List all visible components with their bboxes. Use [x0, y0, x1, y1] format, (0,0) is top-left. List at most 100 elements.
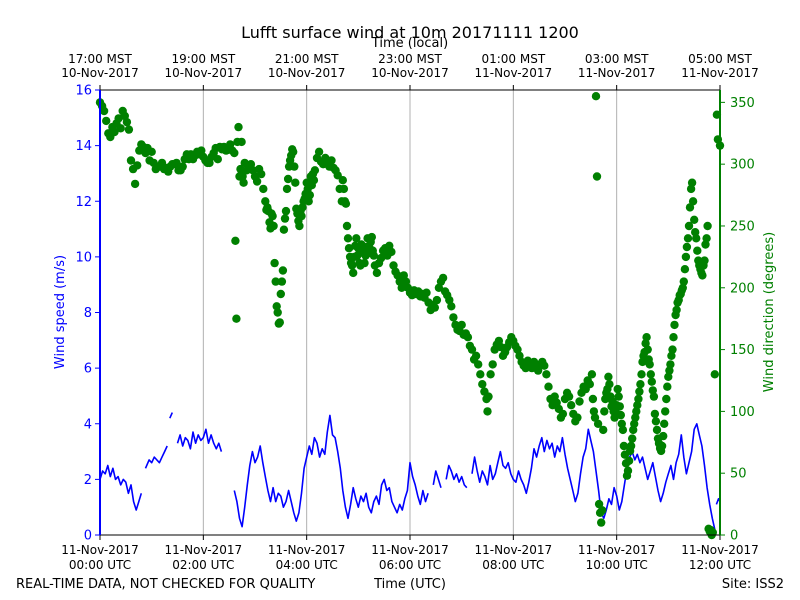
- wind-direction-point: [486, 370, 495, 379]
- wind-direction-point: [372, 268, 382, 278]
- wind-direction-point: [657, 441, 667, 451]
- wind-direction-point: [342, 221, 352, 231]
- wind-direction-point: [347, 261, 357, 270]
- right-axis-label: Wind direction (degrees): [762, 232, 777, 392]
- wind-direction-point: [124, 125, 134, 134]
- top-tick-date: 10-Nov-2017: [371, 66, 449, 80]
- bottom-tick-time: 02:00 UTC: [172, 558, 234, 572]
- right-tick-label: 50: [730, 467, 747, 482]
- wind-direction-point: [631, 413, 640, 422]
- wind-direction-point: [650, 409, 660, 419]
- wind-direction-point: [693, 246, 702, 255]
- wind-direction-point: [668, 345, 677, 354]
- wind-direction-point: [591, 92, 601, 101]
- wind-direction-point: [238, 172, 247, 181]
- top-tick-time: 01:00 MST: [481, 52, 545, 66]
- wind-direction-point: [645, 360, 654, 369]
- wind-direction-point: [278, 266, 288, 275]
- wind-speed-segment-7: [471, 422, 716, 530]
- wind-direction-point: [567, 401, 576, 410]
- wind-direction-point: [133, 161, 142, 170]
- top-tick-date: 11-Nov-2017: [681, 66, 759, 80]
- wind-direction-point: [343, 234, 353, 243]
- bottom-tick-time: 12:00 UTC: [689, 558, 751, 572]
- wind-speed-segment-1: [144, 445, 168, 469]
- wind-direction-point: [659, 431, 668, 441]
- wind-direction-point: [630, 419, 639, 428]
- wind-direction-point: [624, 456, 634, 465]
- wind-direction-point: [305, 190, 314, 200]
- wind-direction-point: [599, 425, 608, 435]
- wind-direction-point: [483, 407, 492, 416]
- wind-direction-point: [276, 289, 285, 299]
- wind-direction-point: [590, 413, 600, 422]
- right-tick-label: 300: [730, 158, 755, 173]
- x-axis-label: Time (UTC): [373, 577, 446, 592]
- wind-direction-point: [702, 234, 711, 243]
- wind-direction-point: [467, 345, 477, 354]
- wind-direction-point: [476, 370, 485, 379]
- wind-direction-point: [628, 434, 637, 443]
- bottom-tick-time: 08:00 UTC: [482, 558, 544, 572]
- wind-direction-point: [449, 313, 458, 322]
- wind-speed-segment-0: [99, 464, 143, 511]
- wind-direction-point: [230, 148, 239, 158]
- bottom-tick-date: 11-Nov-2017: [475, 543, 553, 557]
- bottom-tick-date: 11-Nov-2017: [371, 543, 449, 557]
- wind-direction-point: [573, 413, 582, 422]
- wind-direction-point: [295, 221, 304, 231]
- wind-direction-point: [682, 242, 692, 252]
- wind-direction-point: [663, 382, 672, 391]
- wind-direction-point: [268, 211, 277, 221]
- left-tick-label: 12: [75, 195, 92, 210]
- top-tick-time: 17:00 MST: [68, 52, 132, 66]
- top-tick-date: 11-Nov-2017: [578, 66, 656, 80]
- wind-direction-point: [291, 178, 300, 187]
- wind-direction-point: [592, 172, 602, 181]
- wind-direction-point: [438, 273, 448, 283]
- wind-direction-point: [432, 295, 442, 305]
- left-tick-label: 4: [84, 417, 92, 432]
- wind-direction-point: [585, 380, 594, 389]
- wind-direction-point: [558, 409, 568, 419]
- wind-direction-point: [652, 425, 662, 435]
- wind-direction-point: [672, 305, 681, 315]
- wind-direction-point: [282, 184, 292, 194]
- wind-direction-point: [110, 127, 119, 137]
- wind-direction-point: [597, 518, 606, 527]
- wind-direction-point: [615, 402, 624, 411]
- wind-direction-point: [660, 419, 669, 428]
- bottom-tick-time: 06:00 UTC: [379, 558, 441, 572]
- bottom-tick-time: 00:00 UTC: [69, 558, 131, 572]
- wind-direction-point: [271, 277, 280, 286]
- wind-speed-series: [99, 412, 721, 530]
- bottom-tick-date: 11-Nov-2017: [165, 543, 243, 557]
- wind-direction-point: [283, 174, 293, 184]
- wind-direction-point: [116, 124, 125, 133]
- wind-direction-point: [692, 234, 701, 243]
- wind-direction-point: [680, 265, 690, 274]
- wind-direction-point: [147, 147, 156, 156]
- wind-direction-point: [387, 247, 396, 257]
- wind-direction-point: [463, 333, 473, 342]
- wind-direction-point: [632, 407, 641, 416]
- wind-direction-point: [614, 392, 623, 401]
- wind-direction-point: [594, 499, 604, 509]
- top-axis-label: Time (local): [371, 36, 448, 51]
- wind-direction-point: [647, 377, 656, 386]
- left-axis-label: Wind speed (m/s): [53, 255, 68, 369]
- wind-direction-point: [540, 361, 549, 370]
- wind-direction-point: [338, 176, 347, 185]
- wind-direction-point: [598, 506, 607, 515]
- wind-direction-point: [651, 417, 661, 426]
- wind-direction-point: [700, 256, 709, 265]
- left-tick-label: 16: [75, 84, 92, 99]
- wind-direction-point: [280, 214, 290, 223]
- wind-direction-point: [279, 225, 289, 234]
- wind-direction-point: [649, 392, 659, 401]
- wind-direction-point: [289, 147, 298, 156]
- top-tick-time: 21:00 MST: [275, 52, 339, 66]
- wind-direction-point: [310, 166, 320, 175]
- right-tick-label: 100: [730, 405, 755, 420]
- wind-direction-point: [589, 407, 599, 416]
